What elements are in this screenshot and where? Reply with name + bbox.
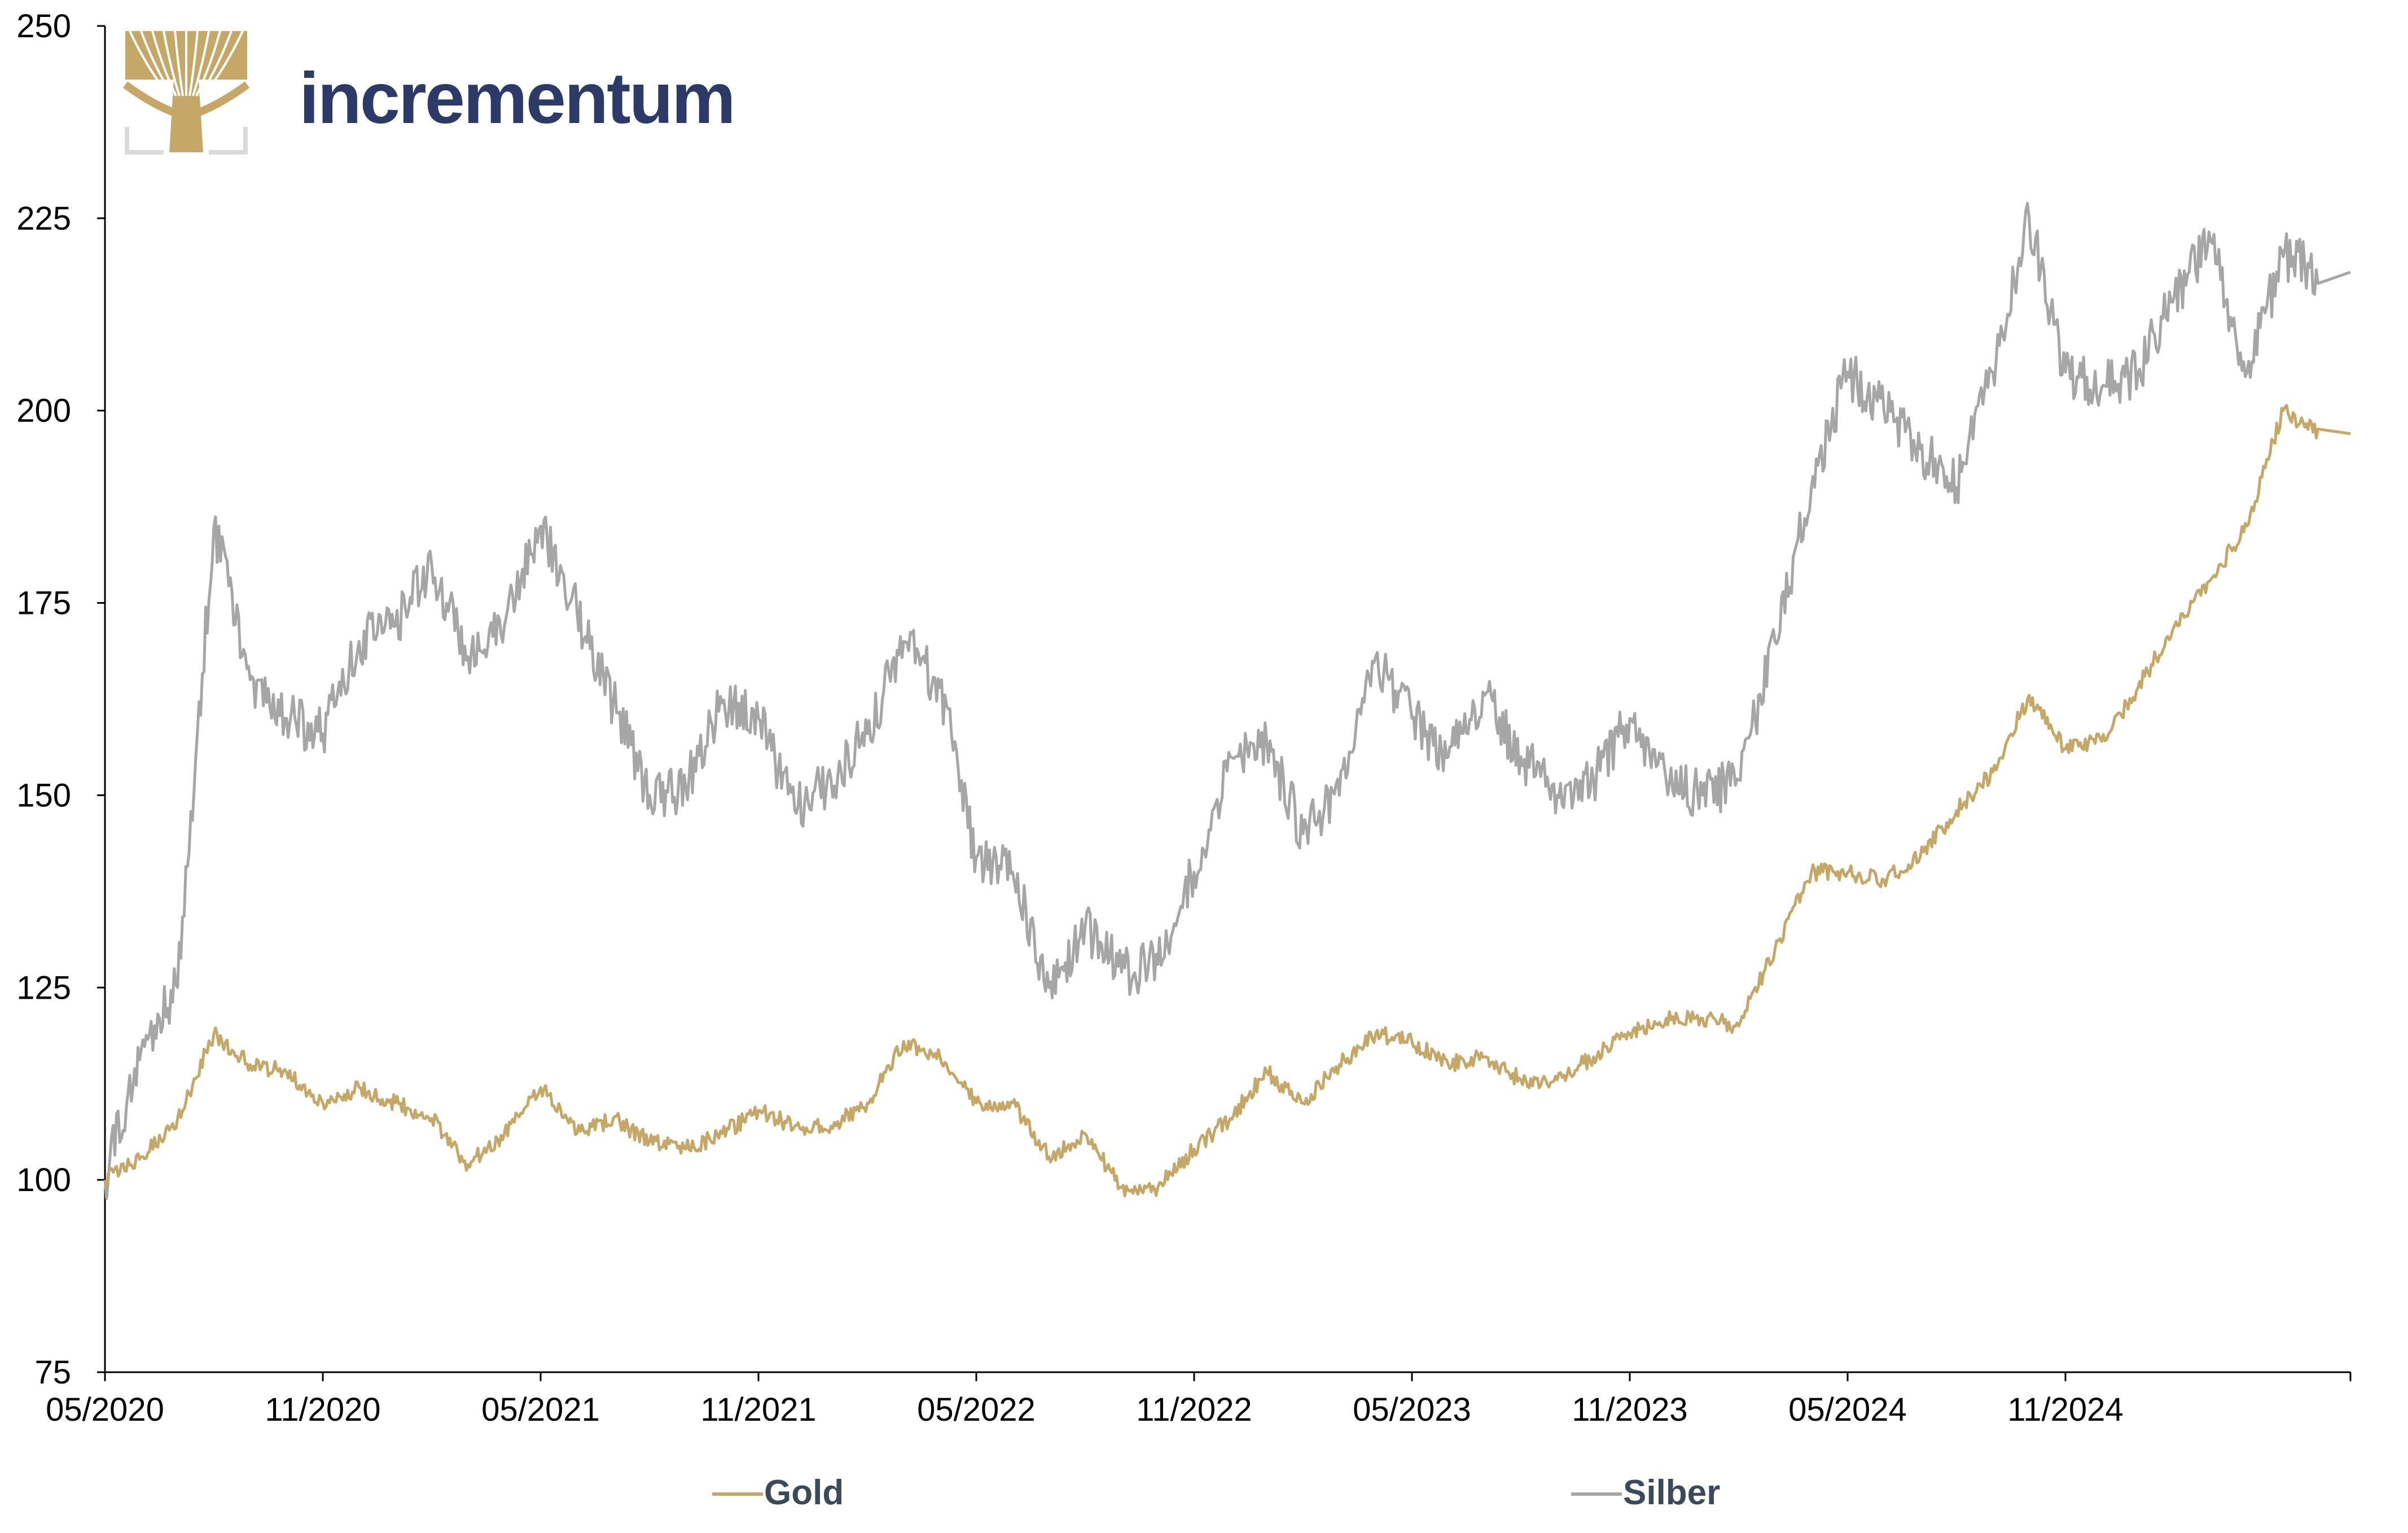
y-tick-label: 150 [16, 777, 71, 814]
x-tick-label: 11/2024 [2007, 1391, 2123, 1428]
x-axis: 05/2020 11/2020 05/2021 11/2021 05/2022 11/20… [46, 1372, 2352, 1428]
y-tick-label: 100 [16, 1162, 71, 1198]
series-line-silber [103, 201, 2351, 1200]
x-tick-label: 11/2021 [700, 1391, 816, 1428]
x-tick-label: 05/2022 [917, 1391, 1036, 1428]
x-tick-label: 05/2024 [1788, 1391, 1907, 1428]
legend: Gold Silber [712, 1473, 1720, 1512]
x-tick-label: 11/2020 [265, 1391, 380, 1428]
x-tick-label: 05/2023 [1353, 1391, 1471, 1428]
y-tick-label: 225 [16, 200, 71, 237]
tree-icon [122, 30, 250, 155]
series-line-gold [103, 403, 2351, 1198]
y-tick-label: 250 [16, 8, 71, 45]
series-layer [103, 201, 2351, 1200]
x-tick-label: 05/2021 [481, 1391, 600, 1428]
x-tick-label: 11/2022 [1136, 1391, 1252, 1428]
x-tick-label: 11/2023 [1572, 1391, 1687, 1428]
y-axis: 75 100 125 150 175 200 225 250 [16, 8, 105, 1391]
y-tick-label: 175 [16, 585, 71, 622]
y-tick-label: 200 [16, 393, 71, 429]
y-tick-label: 75 [34, 1354, 71, 1391]
y-tick-label: 125 [16, 969, 71, 1006]
legend-label-gold: Gold [764, 1473, 844, 1512]
x-tick-label: 05/2020 [46, 1391, 164, 1428]
legend-label-silber: Silber [1623, 1473, 1720, 1512]
brand-name: incrementum [299, 58, 734, 139]
logo: incrementum [122, 30, 736, 155]
